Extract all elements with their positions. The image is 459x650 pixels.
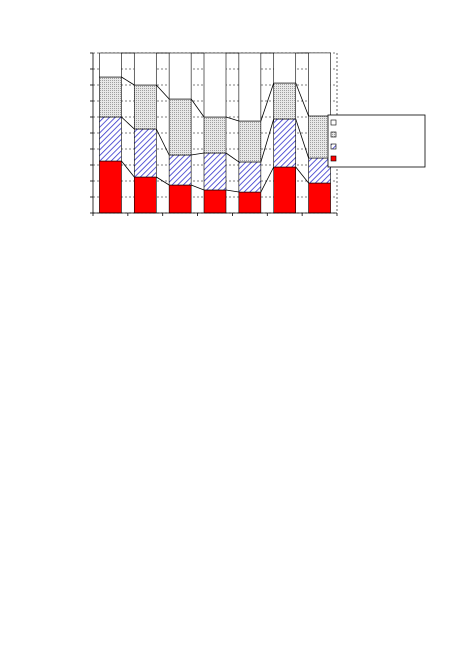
series-line: [295, 166, 309, 184]
bar-segment: [273, 166, 297, 214]
bar-segment: [99, 52, 122, 78]
bar-segment: [308, 157, 331, 184]
bar-segment: [133, 84, 157, 130]
bar-segment: [238, 161, 262, 193]
series-line: [295, 118, 309, 159]
bar-segment: [133, 176, 157, 214]
bar-segment: [168, 52, 192, 100]
series-line: [121, 116, 135, 130]
series-line: [190, 184, 205, 191]
bar-segment: [133, 52, 157, 86]
bar-segment: [203, 116, 227, 154]
series-line: [155, 84, 170, 100]
legend-swatch: [330, 131, 337, 138]
legend-swatch: [330, 119, 337, 126]
bar-segment: [238, 191, 262, 214]
bar-segment: [133, 128, 157, 178]
bar-segment: [308, 182, 331, 214]
series-line: [121, 160, 135, 178]
series-line: [155, 128, 170, 156]
bar-segment: [238, 52, 262, 122]
bar-segment: [273, 118, 297, 168]
bar-segment: [308, 52, 331, 117]
series-line: [190, 98, 205, 118]
legend-box: [327, 114, 426, 168]
bar-segment: [168, 154, 192, 186]
series-line: [260, 166, 275, 193]
series-line: [121, 76, 135, 86]
legend-swatch: [330, 155, 337, 162]
series-line: [260, 118, 275, 163]
series-line: [225, 189, 239, 193]
series-line: [225, 116, 239, 122]
bar-segment: [273, 82, 297, 120]
bar-segment: [203, 152, 227, 191]
series-line: [260, 82, 275, 122]
bar-segment: [308, 115, 331, 159]
bar-segment: [99, 76, 122, 118]
bar-segment: [99, 160, 122, 214]
bar-segment: [99, 116, 122, 162]
series-line: [295, 82, 309, 117]
legend-swatch: [330, 143, 337, 150]
series-line: [225, 152, 240, 163]
legend: [327, 114, 426, 168]
bar-segment: [238, 120, 262, 163]
bar-segment: [203, 189, 227, 214]
series-line: [191, 152, 205, 156]
bar-segment: [168, 184, 192, 214]
bar-segment: [203, 52, 227, 118]
bar-segment: [273, 52, 297, 84]
bar-segment: [168, 98, 192, 156]
series-line: [156, 176, 170, 186]
